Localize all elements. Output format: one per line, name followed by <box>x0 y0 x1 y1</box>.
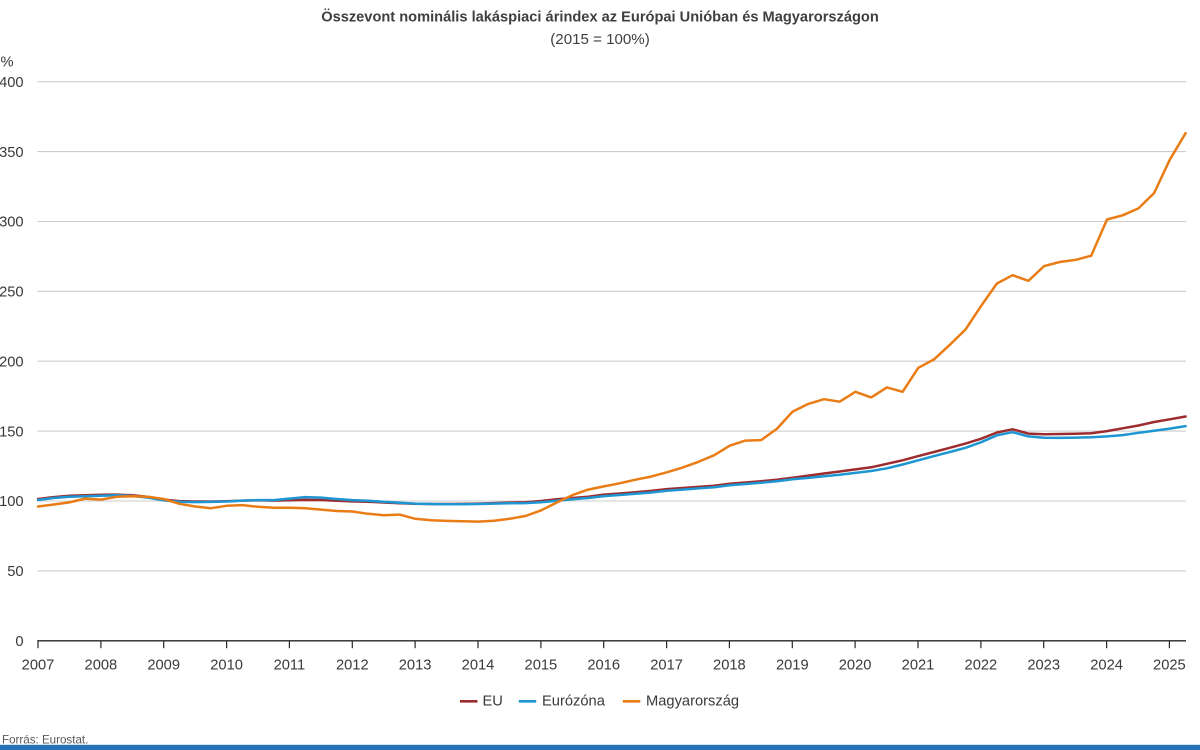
svg-text:0: 0 <box>15 634 23 650</box>
svg-text:2010: 2010 <box>210 658 243 674</box>
svg-text:2025: 2025 <box>1153 658 1186 674</box>
svg-text:Forrás: Eurostat.: Forrás: Eurostat. <box>2 734 88 747</box>
svg-text:2019: 2019 <box>776 658 809 674</box>
svg-text:150: 150 <box>0 424 24 440</box>
svg-text:100: 100 <box>0 494 24 510</box>
svg-text:2024: 2024 <box>1090 658 1123 674</box>
svg-text:200: 200 <box>0 354 24 370</box>
svg-text:2015: 2015 <box>525 658 558 674</box>
svg-text:350: 350 <box>0 145 24 161</box>
svg-text:Eurózóna: Eurózóna <box>542 694 606 710</box>
svg-text:300: 300 <box>0 215 24 231</box>
svg-text:Magyarország: Magyarország <box>646 694 739 710</box>
svg-text:400: 400 <box>0 75 24 91</box>
svg-text:2009: 2009 <box>147 658 180 674</box>
svg-text:2014: 2014 <box>462 658 495 674</box>
svg-text:2012: 2012 <box>336 658 369 674</box>
svg-text:2021: 2021 <box>902 658 935 674</box>
svg-text:50: 50 <box>7 564 23 580</box>
svg-text:2016: 2016 <box>587 658 620 674</box>
svg-text:2013: 2013 <box>399 658 432 674</box>
svg-text:EU: EU <box>483 694 503 710</box>
svg-text:2018: 2018 <box>713 658 746 674</box>
svg-text:(2015 = 100%): (2015 = 100%) <box>550 31 649 48</box>
svg-text:2017: 2017 <box>650 658 683 674</box>
svg-text:250: 250 <box>0 285 24 301</box>
svg-text:2022: 2022 <box>965 658 998 674</box>
svg-text:2023: 2023 <box>1027 658 1060 674</box>
svg-text:Összevont nominális lakáspiaci: Összevont nominális lakáspiaci árindex a… <box>321 9 879 26</box>
svg-text:%: % <box>1 55 14 71</box>
svg-text:2020: 2020 <box>839 658 872 674</box>
svg-text:2007: 2007 <box>22 658 55 674</box>
svg-text:2011: 2011 <box>274 658 306 674</box>
svg-text:2008: 2008 <box>85 658 118 674</box>
